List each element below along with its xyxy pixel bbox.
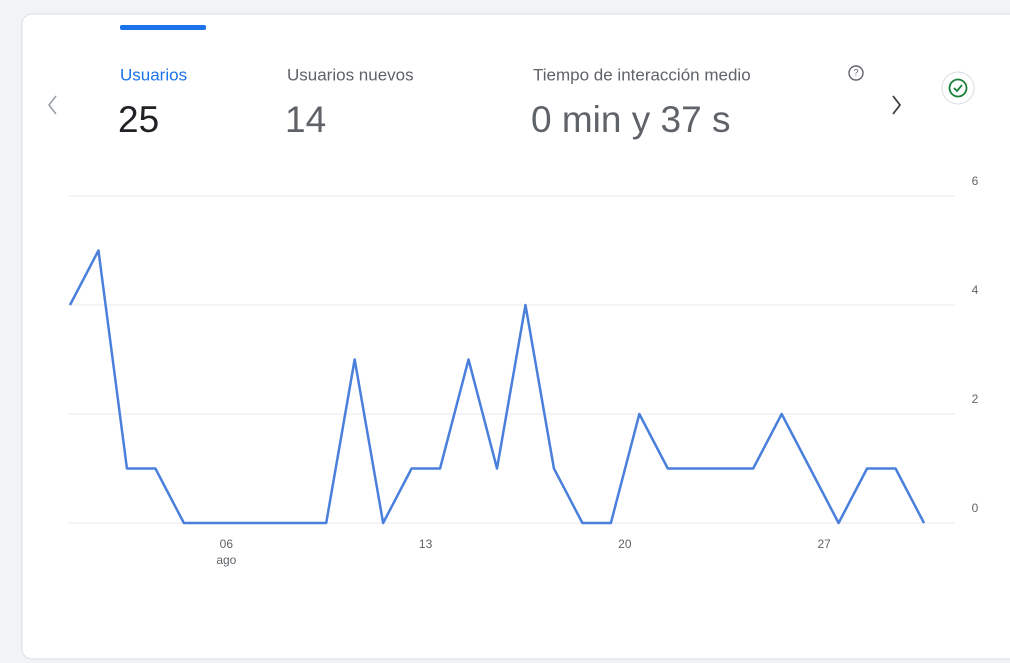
metric-value: 0 min y 37 s [531, 99, 730, 140]
metric-label[interactable]: Usuarios [120, 65, 187, 84]
card [21, 13, 1010, 660]
y-tick-label: 4 [972, 283, 979, 297]
y-tick-label: 2 [972, 392, 979, 406]
metric-label[interactable]: Tiempo de interacción medio [533, 65, 751, 84]
help-icon[interactable] [848, 65, 864, 81]
x-tick-label: 20 [618, 537, 632, 551]
next-arrow[interactable] [892, 95, 902, 115]
help-icon-glyph: ? [853, 67, 858, 77]
y-tick-label: 0 [972, 501, 979, 515]
tab-indicator [120, 25, 206, 30]
x-tick-label: 27 [817, 537, 831, 551]
status-badge [941, 71, 975, 105]
y-tick-label: 6 [972, 174, 979, 188]
prev-arrow[interactable] [47, 95, 57, 115]
x-tick-label: 13 [419, 537, 433, 551]
data-line [68, 249, 926, 525]
x-month-label: ago [216, 553, 236, 567]
status-icon [948, 78, 968, 98]
x-tick-label: 06 [220, 537, 234, 551]
metric-label[interactable]: Usuarios nuevos [287, 65, 414, 84]
status-check [953, 84, 963, 93]
metric-value: 25 [118, 99, 159, 140]
metric-value: 14 [285, 99, 326, 140]
